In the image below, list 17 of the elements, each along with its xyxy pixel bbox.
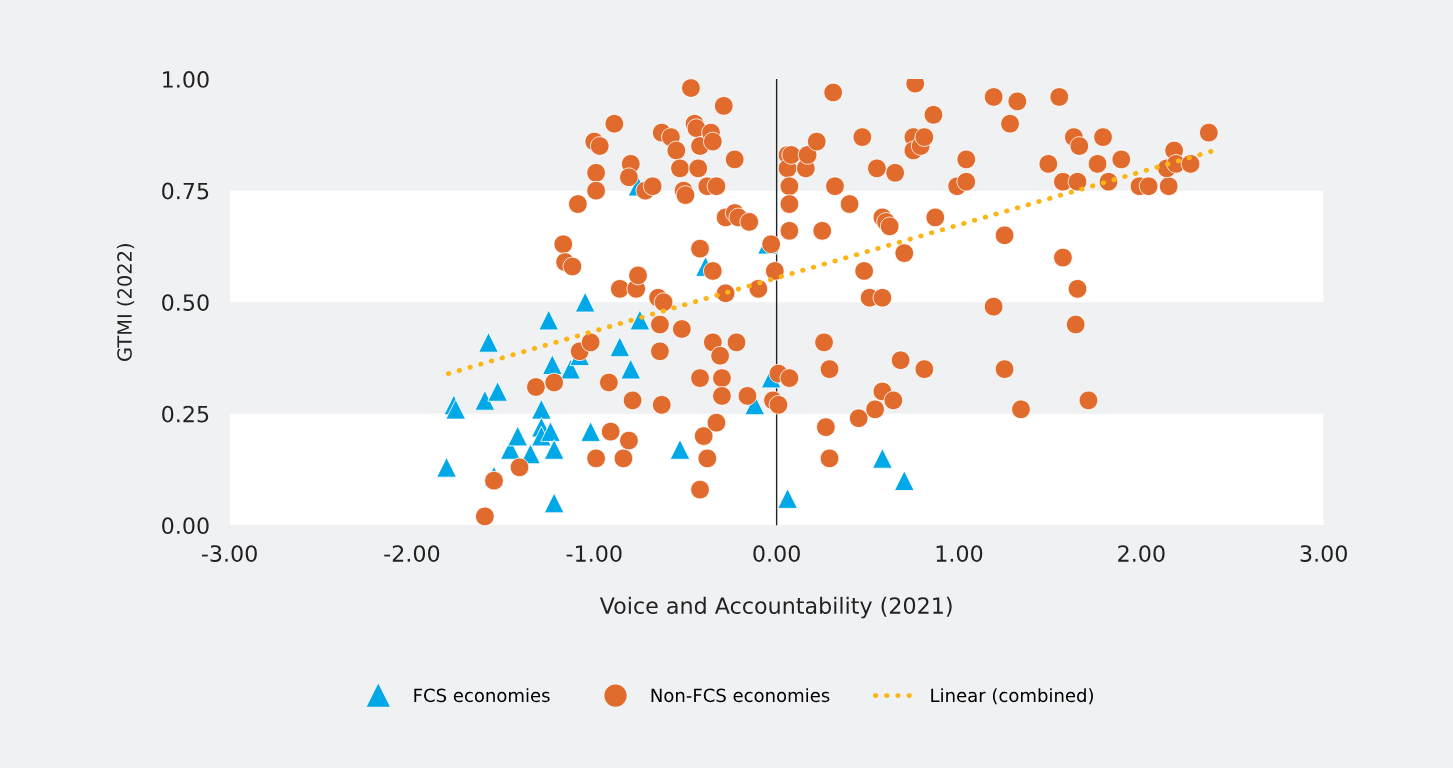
y-tick-label: 1.00 xyxy=(163,71,209,88)
y-axis-title: GTMI (2022) xyxy=(116,244,135,361)
x-tick-label: 0.00 xyxy=(753,545,800,562)
legend-label: Linear (combined) xyxy=(931,688,1093,705)
y-tick-label: 0.00 xyxy=(162,517,209,535)
x-tick-label: 3.00 xyxy=(1300,545,1347,562)
x-tick-label: 2.00 xyxy=(1118,545,1165,562)
y-tick-label: 0.50 xyxy=(162,294,209,311)
x-tick-label: 1.00 xyxy=(936,545,983,562)
legend-label: Non-FCS economies xyxy=(651,688,830,703)
y-tick-label: 0.25 xyxy=(162,405,209,423)
x-tick-label: -1.00 xyxy=(566,545,622,562)
x-tick-label: -2.00 xyxy=(384,545,440,562)
x-axis-title: Voice and Accountability (2021) xyxy=(599,596,952,619)
x-tick-label: -3.00 xyxy=(201,545,257,562)
legend-label: FCS economies xyxy=(414,688,550,703)
y-tick-label: 0.75 xyxy=(162,182,209,200)
